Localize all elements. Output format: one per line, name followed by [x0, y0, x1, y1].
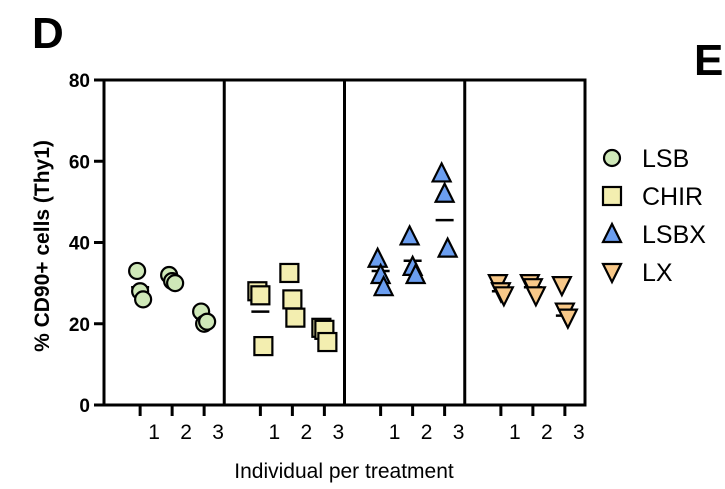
data-point-lx	[525, 286, 547, 308]
data-points	[128, 160, 579, 357]
data-point-lsbx	[404, 262, 427, 285]
data-point-chir	[285, 307, 306, 328]
x-tick-label: 2	[301, 421, 313, 444]
data-point-lsbx	[430, 160, 453, 183]
data-point-chir	[282, 289, 303, 310]
legend-label-lsbx: LSBX	[642, 221, 706, 249]
x-tick-label: 3	[333, 421, 345, 444]
data-point-chir	[253, 335, 274, 357]
x-tick-label: 1	[509, 421, 521, 444]
y-tick-label: 60	[69, 152, 90, 173]
legend-marker-lx	[601, 262, 623, 285]
panel-label-e: E	[694, 36, 723, 85]
data-point-lx	[557, 308, 579, 331]
data-point-lsb	[134, 290, 153, 309]
data-point-lsb	[128, 261, 147, 281]
x-tick-label: 2	[421, 421, 433, 444]
legend-marker-lsbx	[601, 221, 623, 244]
legend-label-chir: CHIR	[642, 183, 703, 211]
legend: LSB CHIR LSBX LX	[601, 145, 706, 287]
x-tick-label: 3	[453, 421, 465, 444]
y-axis-label: % CD90+ cells (Thy1)	[31, 140, 54, 352]
data-point-lsbx	[436, 236, 459, 258]
y-tick-label: 20	[69, 315, 90, 336]
x-tick-label: 1	[148, 421, 160, 444]
data-point-lsbx	[372, 274, 395, 297]
data-point-lsbx	[366, 246, 389, 268]
legend-label-lsb: LSB	[642, 145, 689, 173]
x-tick-label: 1	[389, 421, 401, 444]
data-point-lsb	[198, 312, 217, 331]
data-point-lsbx	[433, 181, 456, 203]
legend-marker-chir	[601, 185, 623, 207]
y-tick-label: 40	[69, 234, 90, 255]
data-point-lx	[493, 286, 515, 308]
data-point-lsb	[166, 274, 185, 293]
x-tick-label: 1	[269, 421, 281, 444]
legend-marker-lsb	[602, 148, 622, 168]
y-tick-label: 0	[79, 396, 90, 417]
data-point-chir	[317, 331, 338, 353]
x-tick-label: 3	[573, 421, 585, 444]
y-tick-label: 80	[69, 71, 90, 92]
data-point-chir	[250, 285, 271, 306]
x-tick-label: 2	[541, 421, 553, 444]
x-tick-label: 3	[212, 421, 224, 444]
legend-label-lx: LX	[642, 259, 673, 287]
panel-label-d: D	[32, 9, 64, 58]
data-point-lsbx	[398, 223, 421, 246]
x-axis-label: Individual per treatment	[234, 460, 454, 483]
data-point-lx	[551, 276, 573, 298]
x-tick-label: 2	[180, 421, 192, 444]
data-point-chir	[279, 262, 300, 284]
